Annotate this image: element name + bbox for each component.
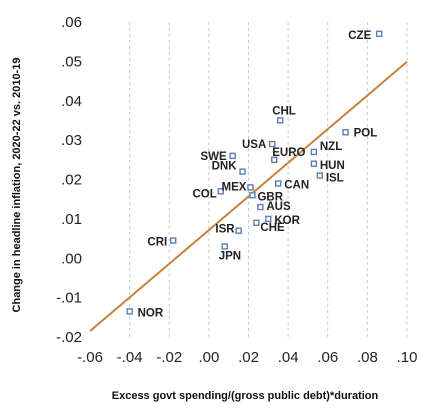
x-tick-label: -.04: [117, 349, 143, 366]
point-label: NZL: [320, 141, 342, 153]
point-label: SWE: [200, 151, 227, 163]
point-label: JPN: [219, 250, 241, 262]
point-label: COL: [192, 188, 216, 200]
point-label: USA: [242, 139, 266, 151]
point-label: CHE: [260, 222, 285, 234]
point-label: HUN: [320, 160, 345, 172]
y-tick-label: .01: [61, 211, 82, 228]
point-label: CRI: [147, 237, 167, 249]
point-label: CZE: [348, 30, 371, 42]
grid: [129, 22, 408, 337]
point-label: ISR: [215, 224, 235, 236]
x-tick-label: .02: [238, 349, 259, 366]
point-label: POL: [354, 127, 378, 139]
trend-line: [89, 61, 408, 332]
y-tick-label: .03: [61, 132, 82, 149]
point-label: CAN: [284, 179, 309, 191]
data-point: [265, 215, 272, 223]
y-axis-title: Change in headline inflation, 2020-22 vs…: [11, 58, 23, 313]
data-point: [253, 219, 260, 227]
x-tick-label: .04: [278, 349, 299, 366]
point-label: ISL: [326, 173, 344, 185]
y-tick-label: -.02: [56, 329, 82, 346]
point-label: KOR: [274, 215, 300, 227]
data-point: [376, 30, 383, 38]
x-tick-label: .08: [357, 349, 378, 366]
point-label: CHL: [272, 105, 296, 117]
point-label: AUS: [266, 201, 291, 213]
data-point: [257, 203, 264, 211]
data-point: [229, 152, 236, 160]
point-label: NOR: [138, 307, 164, 319]
data-point: [310, 160, 318, 167]
data-point: [235, 227, 242, 234]
data-point: [277, 117, 284, 124]
y-tick-label: .02: [61, 172, 82, 189]
y-tick-label: .04: [61, 93, 82, 110]
data-point: [342, 129, 349, 136]
point-label: GBR: [257, 191, 283, 203]
y-tick-label: -.01: [56, 290, 82, 307]
data-point: [249, 192, 256, 199]
data-point: [239, 168, 246, 175]
point-label: MEX: [222, 181, 247, 193]
x-axis-ticks: -.06 -.04 -.02 .00 .02 .04 .06 .08 .10: [77, 349, 417, 366]
x-tick-label: .06: [317, 349, 338, 366]
x-axis-title: Excess govt spending/(gross public debt)…: [112, 390, 379, 402]
data-point: [275, 180, 282, 187]
data-point: [217, 188, 224, 195]
y-tick-label: .06: [61, 14, 82, 31]
point-label: EURO: [272, 147, 305, 159]
data-point: [170, 237, 177, 244]
y-axis-ticks: -.02 -.01 .00 .01 .02 .03 .04 .05 .06: [56, 14, 82, 346]
data-point: [221, 243, 228, 250]
x-tick-label: -.02: [156, 349, 182, 366]
y-tick-label: .05: [61, 53, 82, 70]
y-tick-label: .00: [61, 250, 82, 267]
x-tick-label: -.06: [77, 349, 103, 366]
x-tick-label: .10: [397, 349, 418, 366]
point-labels: CZE CHL POL USA NZL SWE EURO HUN DNK ISL CAN MEX COL…: [138, 30, 378, 320]
data-point: [126, 308, 133, 315]
x-tick-label: .00: [198, 349, 219, 366]
data-points: [126, 30, 383, 315]
data-point: [271, 156, 278, 164]
data-point: [310, 148, 318, 156]
data-point: [247, 184, 254, 191]
data-point: [316, 172, 324, 179]
data-point: [269, 140, 276, 148]
trend-line-group: [89, 61, 408, 332]
point-label: DNK: [212, 161, 238, 173]
